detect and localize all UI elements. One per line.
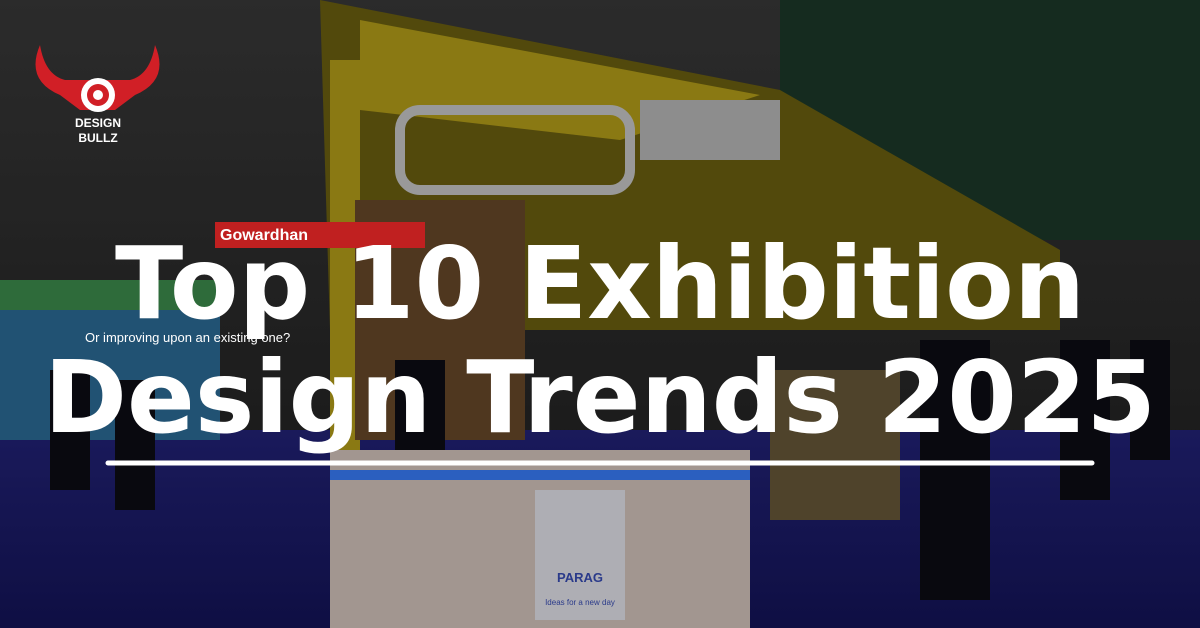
logo-line2: BULLZ (78, 131, 117, 145)
logo: DESIGN BULLZ (35, 45, 160, 145)
title-line1: Top 10 Exhibition (115, 225, 1085, 342)
brand-top: Gowardhan (220, 227, 308, 244)
brand-counter: PARAG (557, 570, 603, 585)
brand-tagline: Ideas for a new day (545, 598, 615, 607)
title-line2: Design Trends 2025 (44, 339, 1156, 456)
logo-line1: DESIGN (75, 116, 121, 130)
sign-text: Or improving upon an existing one? (85, 330, 290, 345)
